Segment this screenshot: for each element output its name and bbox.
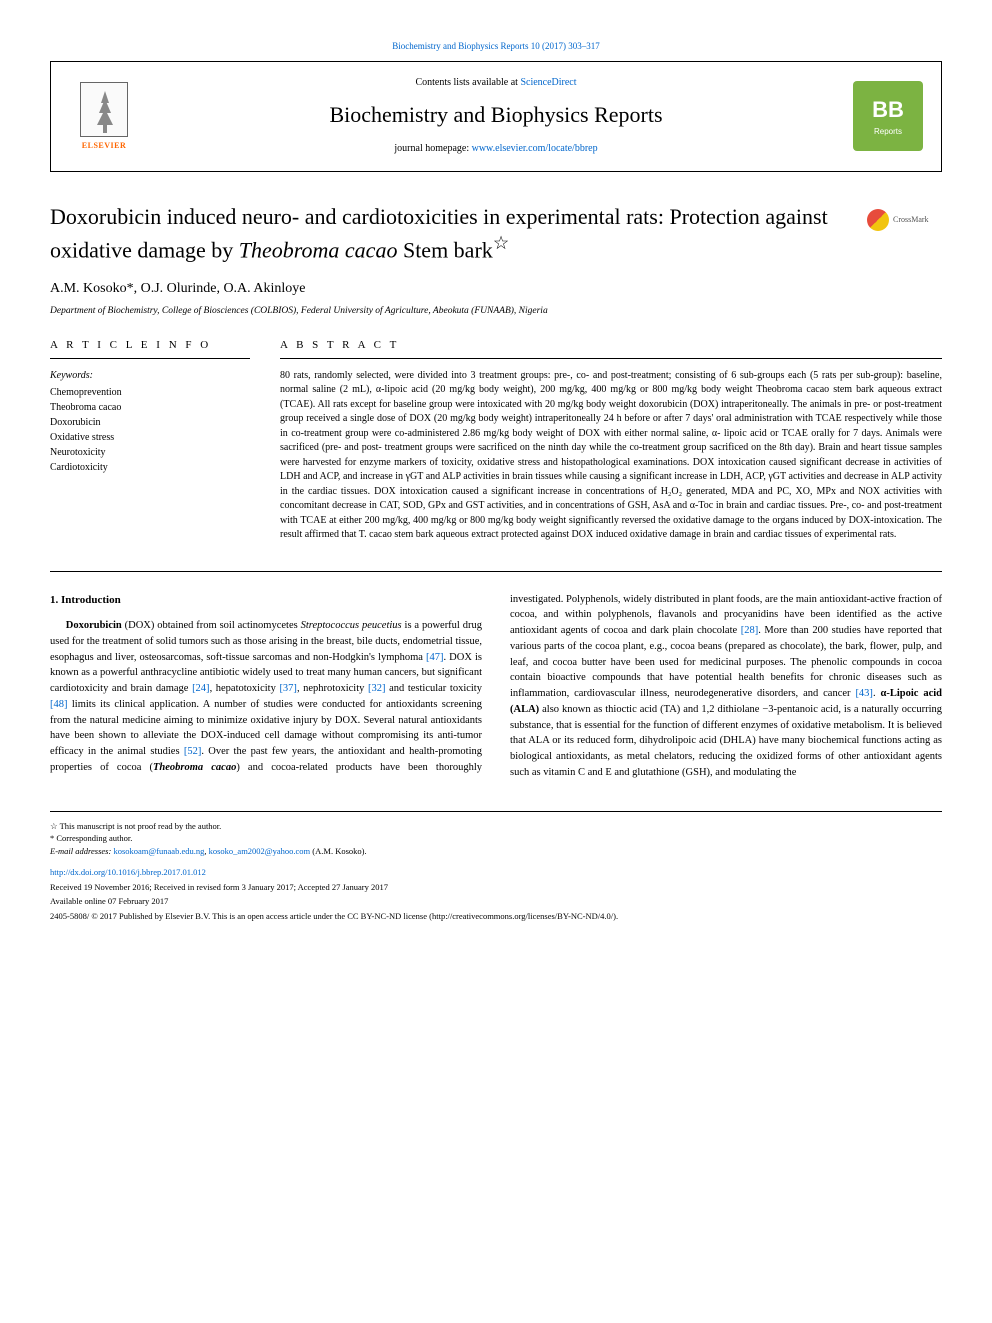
contents-prefix: Contents lists available at <box>415 77 520 88</box>
body-columns: 1. Introduction Doxorubicin (DOX) obtain… <box>50 592 942 781</box>
ref-link[interactable]: [37] <box>279 683 297 694</box>
intro-heading: 1. Introduction <box>50 592 482 609</box>
homepage-prefix: journal homepage: <box>394 143 471 154</box>
authors: A.M. Kosoko*, O.J. Olurinde, O.A. Akinlo… <box>50 279 942 299</box>
keywords-label: Keywords: <box>50 369 250 383</box>
bbr-letters: BB <box>872 95 904 126</box>
article-title: Doxorubicin induced neuro- and cardiotox… <box>50 202 847 266</box>
contents-line: Contents lists available at ScienceDirec… <box>159 76 833 90</box>
article-info-heading: A R T I C L E I N F O <box>50 338 250 358</box>
journal-header: ELSEVIER Contents lists available at Sci… <box>50 61 942 172</box>
footnote-email: E-mail addresses: kosokoam@funaab.edu.ng… <box>50 845 942 858</box>
keyword: Neurotoxicity <box>50 445 250 460</box>
ref-link[interactable]: [32] <box>368 683 386 694</box>
affiliation: Department of Biochemistry, College of B… <box>50 305 942 318</box>
divider <box>50 571 942 572</box>
copyright-line: 2405-5808/ © 2017 Published by Elsevier … <box>50 910 942 923</box>
received-line: Received 19 November 2016; Received in r… <box>50 881 942 894</box>
available-line: Available online 07 February 2017 <box>50 895 942 908</box>
article-info-col: A R T I C L E I N F O Keywords: Chemopre… <box>50 338 250 542</box>
ref-link[interactable]: [47] <box>426 652 444 663</box>
crossmark-badge[interactable]: CrossMark <box>867 206 942 234</box>
title-footnote-star: ☆ <box>493 233 509 253</box>
journal-name: Biochemistry and Biophysics Reports <box>159 100 833 131</box>
keyword: Chemoprevention <box>50 385 250 400</box>
journal-citation: Biochemistry and Biophysics Reports 10 (… <box>50 40 942 53</box>
footnote-corresponding: * Corresponding author. <box>50 832 942 845</box>
homepage-line: journal homepage: www.elsevier.com/locat… <box>159 142 833 156</box>
sciencedirect-link[interactable]: ScienceDirect <box>520 77 576 88</box>
email-link[interactable]: kosoko_am2002@yahoo.com <box>209 846 311 856</box>
ref-link[interactable]: [43] <box>855 688 873 699</box>
keyword: Oxidative stress <box>50 430 250 445</box>
keyword: Doxorubicin <box>50 415 250 430</box>
footnotes: ☆ This manuscript is not proof read by t… <box>50 811 942 923</box>
abstract-col: A B S T R A C T 80 rats, randomly select… <box>280 338 942 542</box>
email-tail: (A.M. Kosoko). <box>310 846 366 856</box>
abstract-text: 80 rats, randomly selected, were divided… <box>280 369 942 543</box>
title-row: Doxorubicin induced neuro- and cardiotox… <box>50 202 942 266</box>
doi-link[interactable]: http://dx.doi.org/10.1016/j.bbrep.2017.0… <box>50 866 942 879</box>
elsevier-logo: ELSEVIER <box>69 74 139 159</box>
ref-link[interactable]: [28] <box>741 625 759 636</box>
crossmark-label: CrossMark <box>893 214 929 225</box>
ref-link[interactable]: [24] <box>192 683 210 694</box>
keyword: Theobroma cacao <box>50 400 250 415</box>
keyword: Cardiotoxicity <box>50 460 250 475</box>
homepage-link[interactable]: www.elsevier.com/locate/bbrep <box>472 143 598 154</box>
info-abstract-row: A R T I C L E I N F O Keywords: Chemopre… <box>50 338 942 542</box>
ref-link[interactable]: [48] <box>50 699 68 710</box>
ref-link[interactable]: [52] <box>184 746 202 757</box>
title-post: Stem bark <box>397 238 492 263</box>
bbr-logo: BB Reports <box>853 81 923 151</box>
crossmark-icon <box>867 209 889 231</box>
abstract-heading: A B S T R A C T <box>280 338 942 358</box>
header-center: Contents lists available at ScienceDirec… <box>139 76 853 157</box>
title-species: Theobroma cacao <box>239 238 398 263</box>
elsevier-tree-icon <box>80 82 128 137</box>
email-label: E-mail addresses: <box>50 846 113 856</box>
body-paragraph: Doxorubicin (DOX) obtained from soil act… <box>50 592 942 781</box>
bbr-reports-label: Reports <box>874 126 902 137</box>
email-link[interactable]: kosokoam@funaab.edu.ng <box>113 846 204 856</box>
footnote-star: ☆ This manuscript is not proof read by t… <box>50 820 942 833</box>
elsevier-label: ELSEVIER <box>82 140 126 151</box>
